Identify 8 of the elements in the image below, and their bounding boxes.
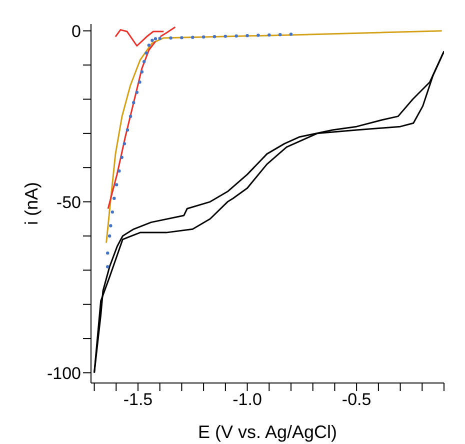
x-tick-label: -0.5 bbox=[342, 390, 372, 410]
y-axis-title: i (nA) bbox=[21, 182, 42, 226]
x-tick-label: -1.5 bbox=[123, 390, 153, 410]
y-tick-label: 0 bbox=[72, 22, 81, 41]
y-tick-label: -50 bbox=[56, 192, 81, 212]
x-axis-title: E (V vs. Ag/AgCl) bbox=[198, 422, 338, 442]
x-tick-label: -1.0 bbox=[232, 390, 262, 410]
y-tick-label: -100 bbox=[46, 364, 81, 383]
